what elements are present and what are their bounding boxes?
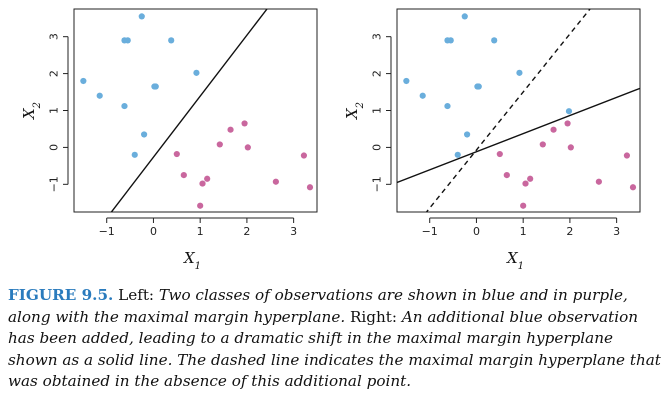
x-tick-label: 1: [197, 225, 204, 238]
x-tick-label: 0: [473, 225, 480, 238]
purple-point: [496, 150, 503, 158]
x-axis-label: X1: [506, 249, 524, 272]
purple-point: [199, 180, 206, 187]
purple-point: [629, 184, 637, 191]
blue-point: [124, 37, 131, 44]
y-tick-label: −1: [371, 176, 384, 192]
purple-point: [567, 144, 574, 151]
blue-point: [96, 92, 103, 99]
blue-point: [131, 151, 138, 158]
y-tick-label: 2: [371, 70, 384, 77]
purple-point: [197, 202, 204, 209]
x-tick-label: 3: [613, 225, 620, 238]
purple-point: [180, 171, 187, 179]
purple-point: [173, 150, 180, 158]
right-panel: −1 0 1 2 3 −1 0 1 2 3 X1 X2: [343, 8, 641, 272]
blue-point: [419, 92, 426, 99]
x-tick-label: −1: [422, 225, 438, 238]
x-tick-label: 1: [520, 225, 527, 238]
blue-point: [447, 37, 454, 44]
x-tick-label: 2: [566, 225, 573, 238]
purple-point: [227, 126, 234, 133]
hyperplane-lines: [397, 9, 640, 212]
y-tick-label: 1: [48, 107, 61, 114]
y-tick-label: 0: [48, 144, 61, 151]
blue-point: [475, 83, 482, 90]
purple-point: [241, 120, 248, 127]
blue-point: [193, 69, 200, 76]
figure-caption: FIGURE 9.5. Left: Two classes of observa…: [8, 285, 662, 393]
blue-point: [454, 151, 461, 158]
caption-right-word: Right:: [349, 307, 398, 326]
purple-point: [550, 126, 557, 133]
blue-point: [80, 77, 87, 85]
blue-point: [491, 37, 498, 44]
hyperplane-lines: [110, 9, 268, 212]
blue-point: [152, 83, 159, 90]
y-tick-label: −1: [48, 176, 61, 192]
caption-right-text: An additional blue observation has been …: [8, 307, 661, 391]
x-tick-label: 2: [243, 225, 250, 238]
y-axis-label: X2: [343, 102, 366, 120]
blue-point: [565, 108, 573, 115]
caption-left-word: Left:: [118, 286, 155, 304]
blue-point: [461, 13, 468, 20]
blue-point: [463, 131, 471, 138]
dashed-hyperplane-line: [425, 9, 591, 212]
purple-point: [623, 152, 631, 159]
plot-frame: [396, 8, 641, 213]
figure-panels: −1 0 1 2 3 −1 0 1 2 3 X1 X2 −1 0 1 2 3 −1 0 1 2 3 X1 X2: [20, 8, 641, 272]
blue-point: [121, 102, 128, 110]
purple-point: [503, 171, 510, 179]
purple-point: [527, 175, 534, 182]
purple-point: [272, 178, 279, 185]
blue-point: [140, 131, 148, 138]
blue-point: [403, 77, 410, 85]
x-tick-label: 3: [290, 225, 297, 238]
x-tick-label: −1: [99, 225, 115, 238]
purple-point: [539, 141, 546, 148]
purple-point: [300, 152, 308, 159]
blue-point: [168, 37, 175, 44]
solid-hyperplane-line: [397, 87, 640, 184]
y-tick-label: 2: [48, 70, 61, 77]
purple-point: [204, 175, 211, 182]
purple-point: [306, 184, 314, 191]
x-tick-label: 0: [150, 225, 157, 238]
plot-frame: [73, 8, 318, 213]
purple-point: [595, 178, 602, 185]
y-tick-label: 3: [371, 33, 384, 40]
blue-point: [138, 13, 145, 20]
y-tick-label: 1: [371, 107, 384, 114]
purple-point: [522, 180, 529, 187]
left-panel: −1 0 1 2 3 −1 0 1 2 3 X1 X2: [20, 8, 318, 272]
purple-point: [520, 202, 527, 209]
purple-point: [564, 120, 571, 127]
y-tick-label: 3: [48, 33, 61, 40]
purple-point: [216, 141, 223, 148]
x-axis-label: X1: [183, 249, 201, 272]
y-axis-label: X2: [20, 102, 43, 120]
purple-point: [244, 144, 251, 151]
caption-left-text: Two classes of observations are shown in…: [8, 286, 628, 326]
blue-point: [444, 102, 451, 110]
blue-point: [516, 69, 523, 76]
caption-label: FIGURE 9.5.: [8, 286, 114, 304]
y-tick-label: 0: [371, 144, 384, 151]
solid-hyperplane-line: [110, 9, 268, 212]
